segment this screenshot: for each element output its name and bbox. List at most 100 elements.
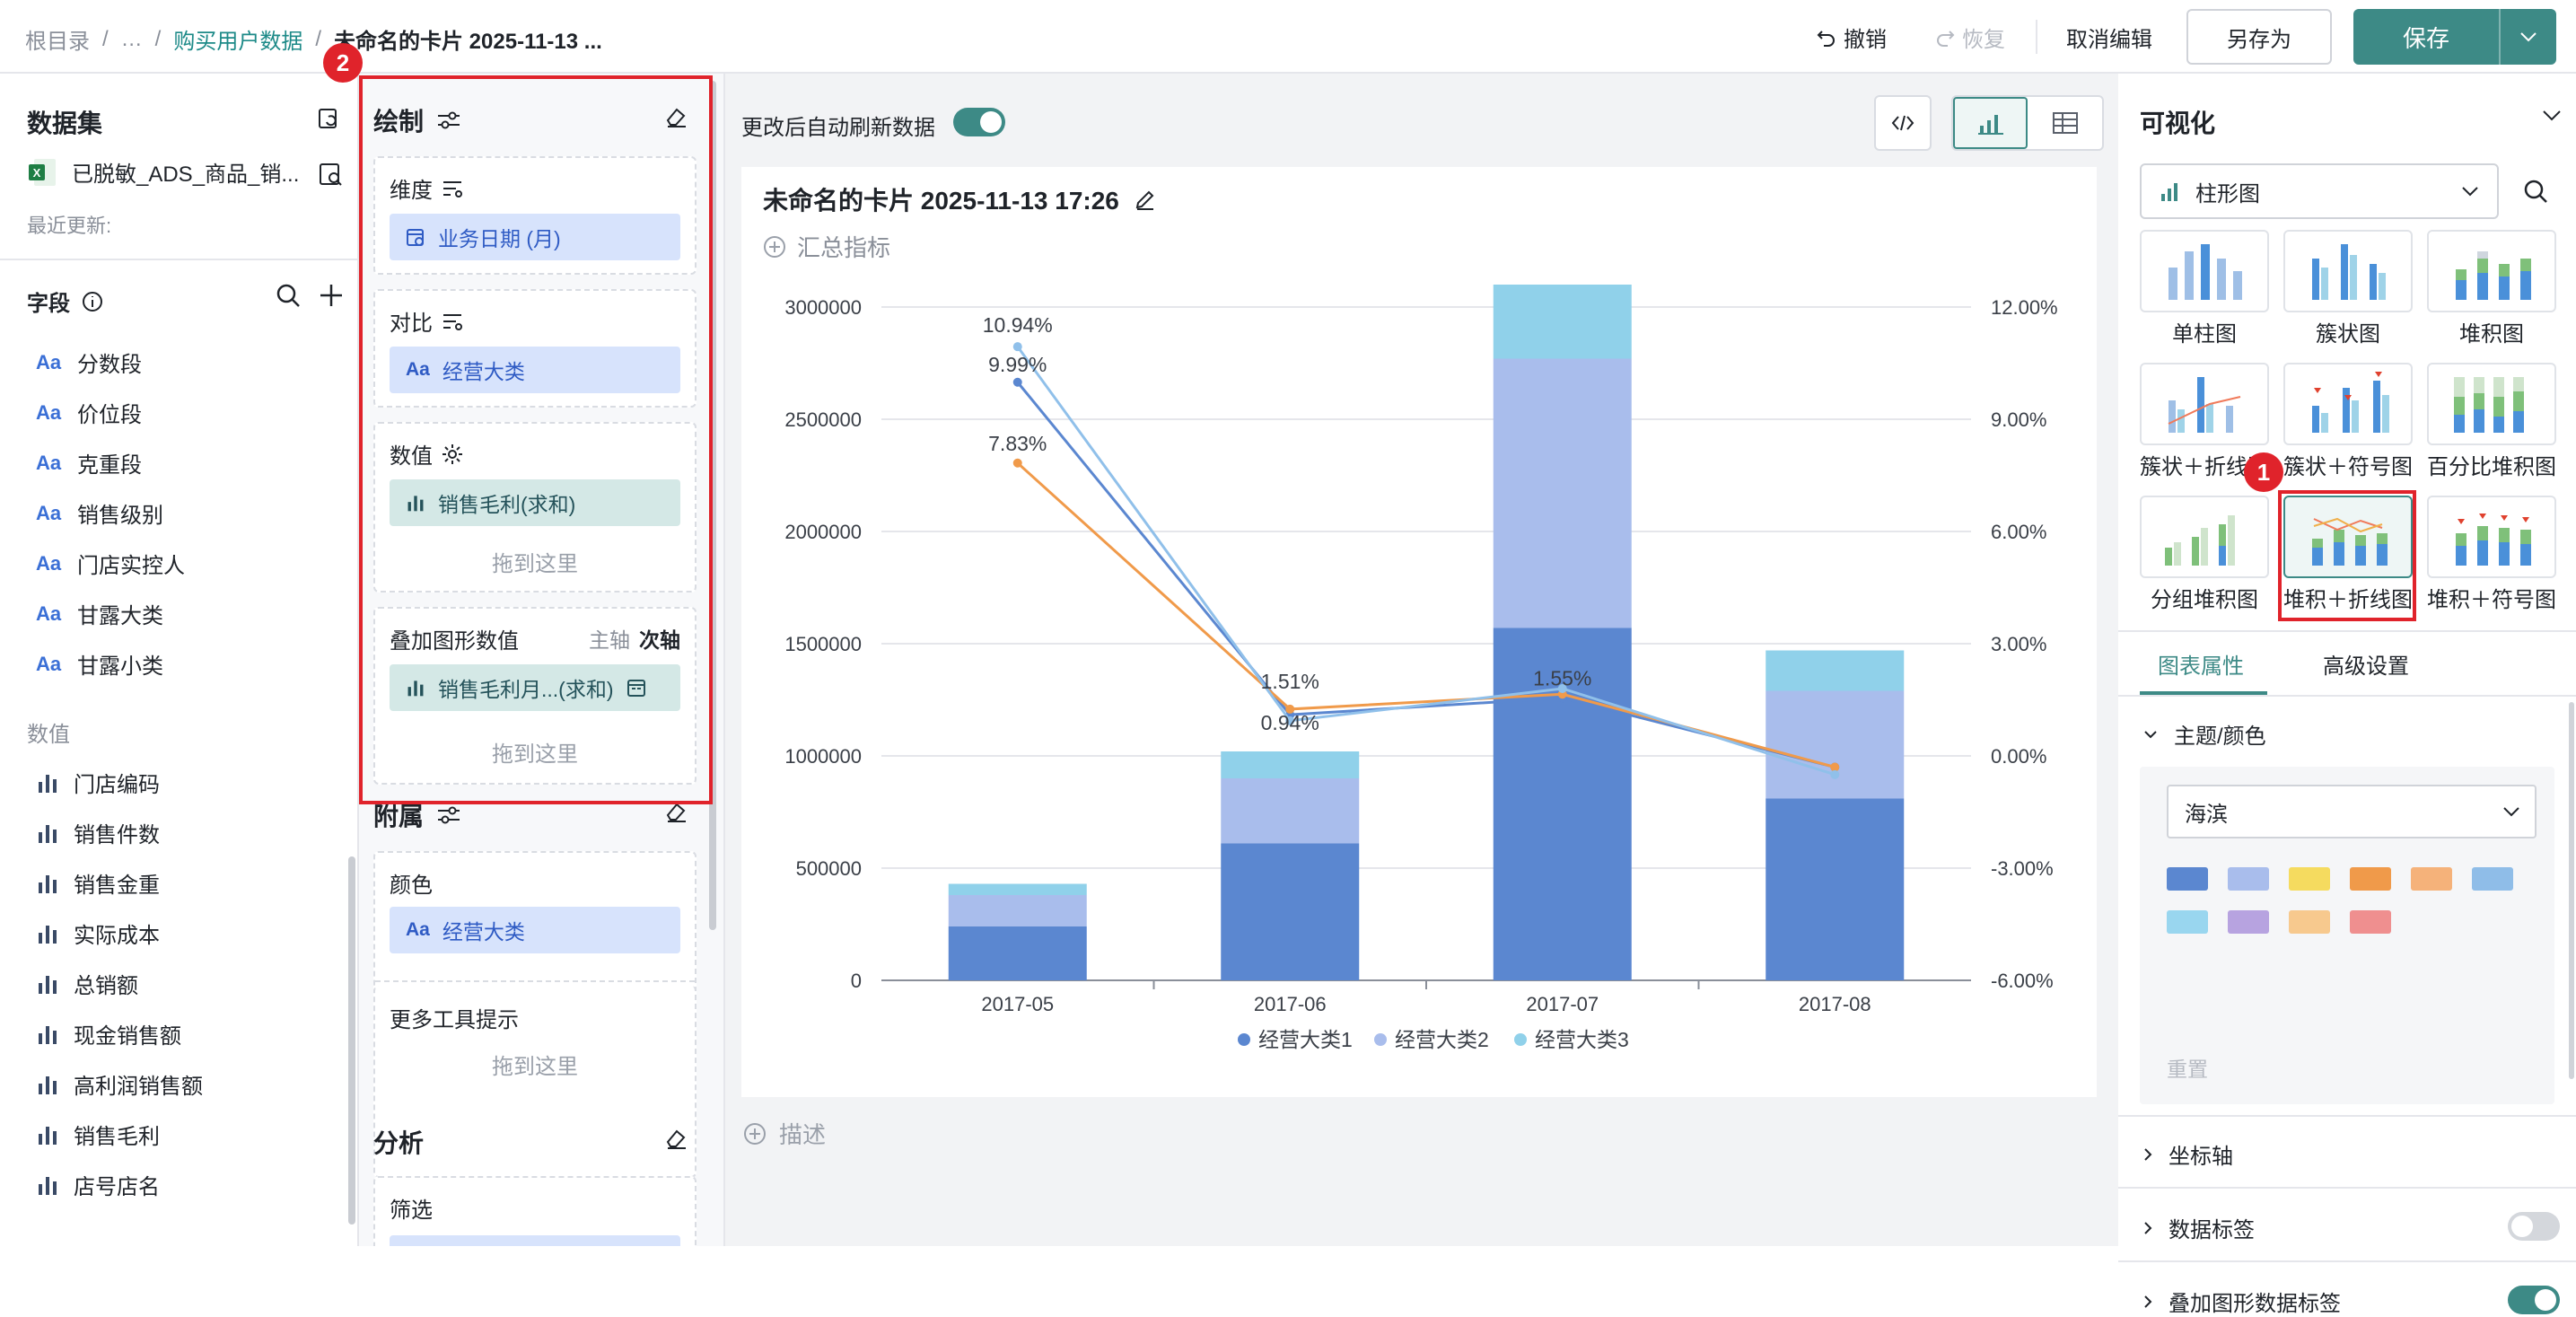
field-item[interactable]: Aa 门店实控人: [36, 551, 185, 579]
draw-scrollbar[interactable]: [709, 81, 716, 930]
gear-icon[interactable]: [442, 443, 463, 465]
chart-type-stacked-symbol[interactable]: [2427, 496, 2556, 578]
redo-button[interactable]: 恢复: [1935, 22, 2005, 53]
add-field-icon[interactable]: [318, 282, 345, 309]
chart-type-single-bar[interactable]: [2140, 230, 2269, 312]
drop-zone[interactable]: 拖到这里: [492, 552, 578, 576]
field-item[interactable]: 销售金重: [36, 867, 160, 899]
color-swatch[interactable]: [2289, 910, 2330, 934]
overlay-data-label-section[interactable]: 叠加图形数据标签: [2143, 1286, 2341, 1317]
chart-type-clustered-symbol[interactable]: [2283, 363, 2413, 445]
secondary-axis-option[interactable]: 次轴: [639, 628, 680, 652]
settings-sliders-icon[interactable]: [436, 804, 461, 826]
edit-pencil-icon[interactable]: [1134, 188, 1157, 211]
dataset-preview-icon[interactable]: [318, 162, 343, 187]
field-item[interactable]: 销售毛利: [36, 1119, 160, 1150]
table-view-button[interactable]: [2028, 97, 2102, 149]
field-item[interactable]: 销售件数: [36, 817, 160, 848]
chart-type-clustered-line[interactable]: [2140, 363, 2269, 445]
theme-select[interactable]: 海滨: [2167, 785, 2537, 838]
color-swatch[interactable]: [2167, 910, 2208, 934]
add-description-button[interactable]: 描述: [743, 1117, 826, 1150]
cancel-edit-button[interactable]: 取消编辑: [2066, 28, 2152, 52]
search-icon[interactable]: [2522, 178, 2549, 205]
filter-slot[interactable]: 筛选: [373, 1176, 697, 1246]
field-item[interactable]: 店号店名: [36, 1169, 160, 1200]
theme-color-section[interactable]: 主题/颜色: [2143, 718, 2266, 750]
breadcrumb-ellipsis[interactable]: …: [120, 26, 143, 51]
eraser-icon[interactable]: [664, 104, 689, 129]
switch-dataset-icon[interactable]: [316, 106, 341, 131]
color-swatch[interactable]: [2411, 867, 2452, 891]
info-icon[interactable]: [81, 290, 104, 313]
breadcrumb-root[interactable]: 根目录: [25, 30, 90, 54]
color-swatch[interactable]: [2167, 867, 2208, 891]
overlay-data-label-toggle[interactable]: [2508, 1286, 2560, 1314]
field-item[interactable]: Aa 克重段: [36, 451, 142, 479]
eraser-icon[interactable]: [664, 799, 689, 824]
chart-type-percent-stacked[interactable]: [2427, 363, 2556, 445]
color-swatch[interactable]: [2472, 867, 2513, 891]
color-swatch[interactable]: [2228, 910, 2269, 934]
chart-type-stacked[interactable]: [2427, 230, 2556, 312]
drop-zone[interactable]: 拖到这里: [492, 742, 578, 767]
breadcrumb-parent[interactable]: 购买用户数据: [173, 30, 303, 54]
color-chip[interactable]: Aa 经营大类: [390, 907, 680, 953]
chart-type-grouped-stacked[interactable]: [2140, 496, 2269, 578]
value-chip[interactable]: 销售毛利(求和): [390, 479, 680, 526]
field-item[interactable]: 总销额: [36, 968, 138, 999]
add-metric-button[interactable]: 汇总指标: [763, 230, 890, 263]
save-dropdown-button[interactable]: [2499, 9, 2556, 65]
save-button[interactable]: 保存: [2402, 24, 2449, 52]
dataset-item[interactable]: X 已脱敏_ADS_商品_销...: [27, 156, 299, 188]
filter-chip[interactable]: [390, 1235, 680, 1246]
save-as-button[interactable]: 另存为: [2186, 9, 2332, 65]
calendar-icon[interactable]: [626, 678, 646, 698]
field-item[interactable]: Aa 价位段: [36, 400, 142, 428]
card-title[interactable]: 未命名的卡片 2025-11-13 17:26: [763, 187, 1119, 215]
sort-list-icon[interactable]: [442, 312, 463, 331]
main-axis-option[interactable]: 主轴: [589, 628, 630, 652]
color-swatch[interactable]: [2350, 867, 2391, 891]
field-item[interactable]: Aa 甘露小类: [36, 652, 163, 680]
dimension-chip[interactable]: 业务日期 (月): [390, 214, 680, 260]
undo-button[interactable]: 撤销: [1817, 22, 1887, 53]
sort-list-icon[interactable]: [442, 179, 463, 198]
tab-advanced-settings[interactable]: 高级设置: [2323, 654, 2409, 679]
data-label-section[interactable]: 数据标签: [2143, 1212, 2255, 1243]
data-label-toggle[interactable]: [2508, 1212, 2560, 1241]
field-item[interactable]: 高利润销售额: [36, 1068, 203, 1100]
eraser-icon[interactable]: [664, 1126, 689, 1151]
color-swatch[interactable]: [2289, 867, 2330, 891]
chevron-down-icon[interactable]: [2542, 110, 2562, 122]
chart-type-stacked-line-selected[interactable]: [2283, 496, 2413, 578]
code-view-button[interactable]: [1874, 95, 1932, 151]
overlay-chip[interactable]: 销售毛利月...(求和): [390, 664, 680, 711]
axis-section[interactable]: 坐标轴: [2143, 1138, 2233, 1170]
chart-view-button[interactable]: [1953, 97, 2028, 149]
settings-sliders-icon[interactable]: [436, 110, 461, 131]
drop-zone[interactable]: 拖到这里: [492, 1055, 578, 1079]
field-item[interactable]: 实际成本: [36, 918, 160, 949]
chart-type-clustered[interactable]: [2283, 230, 2413, 312]
tooltip-slot[interactable]: 更多工具提示 拖到这里: [373, 986, 697, 1178]
auto-refresh-toggle[interactable]: [953, 108, 1005, 136]
color-swatch[interactable]: [2228, 867, 2269, 891]
stacked-bar-line-chart[interactable]: 3000000 12.00% 2500000 9.00% 2000000 6.00% 150…: [741, 275, 2097, 1065]
overlay-slot[interactable]: 叠加图形数值 主轴 次轴 销售毛利月...(求和) 拖到这里: [373, 607, 697, 785]
reset-button[interactable]: 重置: [2167, 1058, 2208, 1081]
field-item[interactable]: 现金销售额: [36, 1018, 181, 1049]
fields-scrollbar[interactable]: [348, 856, 355, 1225]
field-item[interactable]: Aa 销售级别: [36, 501, 163, 529]
value-slot[interactable]: 数值 销售毛利(求和) 拖到这里: [373, 422, 697, 593]
compare-chip[interactable]: Aa 经营大类: [390, 347, 680, 393]
field-item[interactable]: Aa 甘露大类: [36, 601, 163, 629]
field-item[interactable]: 门店编码: [36, 767, 160, 798]
chart-type-select[interactable]: 柱形图: [2140, 163, 2499, 219]
field-item[interactable]: Aa 分数段: [36, 350, 142, 378]
tab-chart-properties[interactable]: 图表属性: [2158, 654, 2244, 679]
color-swatch[interactable]: [2350, 910, 2391, 934]
compare-slot[interactable]: 对比 Aa 经营大类: [373, 289, 697, 408]
dimension-slot[interactable]: 维度 业务日期 (月): [373, 156, 697, 275]
search-icon[interactable]: [275, 282, 302, 309]
